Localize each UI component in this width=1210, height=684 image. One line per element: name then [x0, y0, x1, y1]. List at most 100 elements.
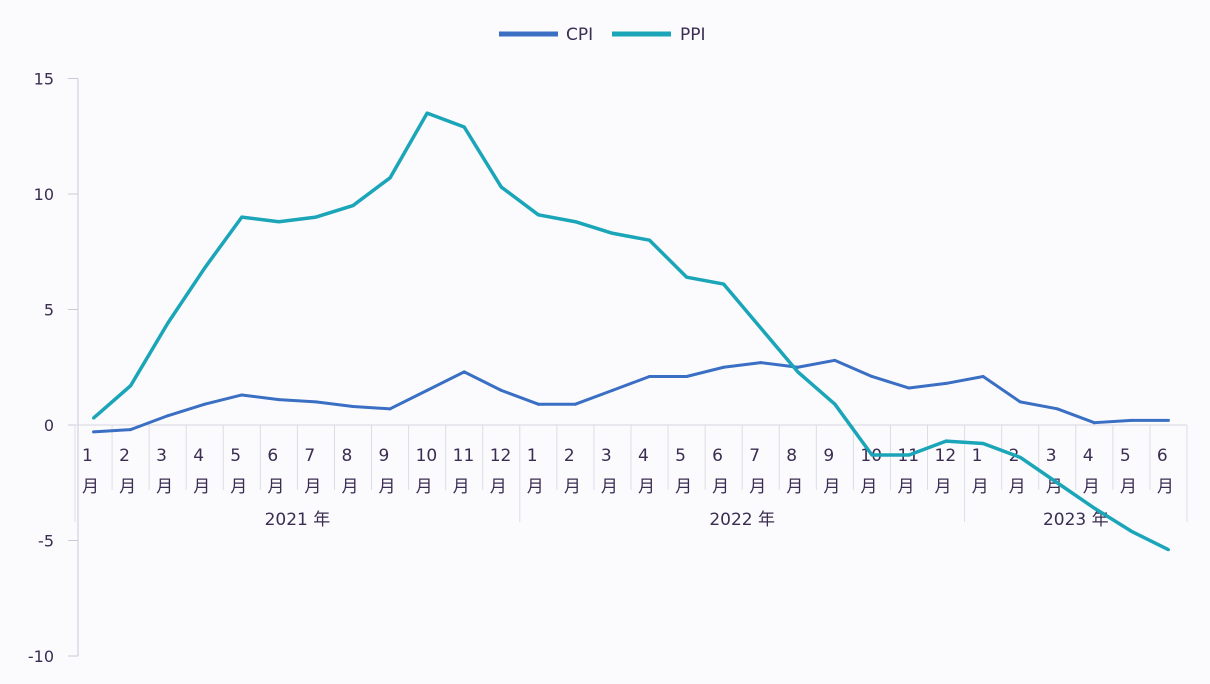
- x-tick-label-suffix: 月: [1120, 477, 1137, 497]
- data-point-ppi: [536, 213, 540, 217]
- data-point-cpi: [1055, 407, 1059, 411]
- x-tick-label-suffix: 月: [712, 477, 729, 497]
- x-tick-label-suffix: 月: [379, 477, 396, 497]
- data-point-cpi: [796, 365, 800, 369]
- y-tick-label: -5: [38, 532, 54, 551]
- series-line-ppi: [92, 111, 1170, 552]
- x-tick-label-month: 6: [1157, 446, 1168, 466]
- x-tick-label-month: 10: [416, 446, 438, 466]
- data-point-ppi: [1129, 529, 1133, 533]
- x-tick-label-month: 11: [453, 446, 475, 466]
- x-tick-label-month: 3: [601, 446, 612, 466]
- y-tick-label: 15: [34, 70, 54, 89]
- x-tick-label-suffix: 月: [490, 477, 507, 497]
- data-point-cpi: [536, 402, 540, 406]
- legend: CPI PPI: [499, 25, 706, 45]
- x-tick-label-month: 4: [1083, 446, 1094, 466]
- data-point-ppi: [1166, 548, 1170, 552]
- x-tick-label-suffix: 月: [823, 477, 840, 497]
- data-point-cpi: [907, 386, 911, 390]
- y-tick-label: 0: [44, 416, 54, 435]
- data-point-cpi: [573, 402, 577, 406]
- series-lines: [92, 111, 1170, 552]
- data-point-cpi: [1166, 418, 1170, 422]
- x-tick-label-month: 12: [935, 446, 957, 466]
- data-point-ppi: [981, 441, 985, 445]
- x-tick-label-suffix: 月: [601, 477, 618, 497]
- data-point-ppi: [129, 384, 133, 388]
- x-tick-label-suffix: 月: [860, 477, 877, 497]
- data-point-cpi: [462, 370, 466, 374]
- x-tick-label-suffix: 月: [638, 477, 655, 497]
- x-year-label: 2021 年: [265, 510, 331, 530]
- data-point-cpi: [1129, 418, 1133, 422]
- data-point-ppi: [1092, 506, 1096, 510]
- data-point-ppi: [944, 439, 948, 443]
- y-tick-label: -10: [28, 647, 54, 666]
- data-point-cpi: [129, 428, 133, 432]
- data-point-ppi: [462, 125, 466, 129]
- x-tick-label-suffix: 月: [749, 477, 766, 497]
- data-point-cpi: [1018, 400, 1022, 404]
- x-tick-label-month: 3: [156, 446, 167, 466]
- x-year-label: 2022 年: [709, 510, 775, 530]
- data-point-ppi: [1018, 455, 1022, 459]
- x-tick-label-month: 8: [341, 446, 352, 466]
- data-point-cpi: [351, 405, 355, 409]
- x-year-label: 2023 年: [1043, 510, 1109, 530]
- data-point-ppi: [722, 282, 726, 286]
- x-tick-label-month: 3: [1046, 446, 1057, 466]
- data-point-ppi: [425, 111, 429, 115]
- x-tick-label-suffix: 月: [193, 477, 210, 497]
- data-point-ppi: [203, 266, 207, 270]
- data-point-cpi: [499, 388, 503, 392]
- x-tick-label-suffix: 月: [119, 477, 136, 497]
- x-tick-label-month: 7: [749, 446, 760, 466]
- x-tick-label-suffix: 月: [304, 477, 321, 497]
- data-point-ppi: [351, 204, 355, 208]
- x-axis: 1月2月3月4月5月6月7月8月9月10月11月12月1月2月3月4月5月6月7…: [74, 424, 1188, 530]
- x-tick-label-month: 7: [304, 446, 315, 466]
- x-tick-label-suffix: 月: [897, 477, 914, 497]
- data-point-cpi: [277, 398, 281, 402]
- data-point-ppi: [907, 453, 911, 457]
- data-point-cpi: [203, 402, 207, 406]
- data-point-cpi: [759, 361, 763, 365]
- y-tick-label: 5: [44, 301, 54, 320]
- data-point-ppi: [648, 238, 652, 242]
- data-point-ppi: [1055, 481, 1059, 485]
- data-point-ppi: [499, 185, 503, 189]
- x-tick-label-month: 12: [490, 446, 512, 466]
- x-tick-label-month: 9: [823, 446, 834, 466]
- data-point-ppi: [277, 220, 281, 224]
- data-point-cpi: [92, 430, 96, 434]
- data-point-cpi: [833, 358, 837, 362]
- x-tick-label-month: 6: [267, 446, 278, 466]
- x-tick-label-suffix: 月: [267, 477, 284, 497]
- x-tick-label-suffix: 月: [230, 477, 247, 497]
- x-tick-label-month: 5: [1120, 446, 1131, 466]
- data-point-ppi: [166, 321, 170, 325]
- data-point-ppi: [870, 453, 874, 457]
- x-tick-label-suffix: 月: [564, 477, 581, 497]
- data-point-cpi: [944, 381, 948, 385]
- data-point-ppi: [92, 416, 96, 420]
- x-tick-label-suffix: 月: [527, 477, 544, 497]
- x-tick-label-suffix: 月: [156, 477, 173, 497]
- data-point-ppi: [685, 275, 689, 279]
- data-point-ppi: [573, 220, 577, 224]
- series-line-cpi: [93, 358, 1169, 434]
- data-point-ppi: [388, 176, 392, 180]
- data-point-cpi: [610, 388, 614, 392]
- x-tick-label-month: 5: [675, 446, 686, 466]
- data-point-ppi: [610, 231, 614, 235]
- x-tick-label-suffix: 月: [82, 477, 99, 497]
- data-point-cpi: [166, 414, 170, 418]
- legend-label-ppi: PPI: [680, 25, 706, 45]
- x-tick-label-month: 5: [230, 446, 241, 466]
- data-point-ppi: [833, 402, 837, 406]
- data-point-ppi: [240, 215, 244, 219]
- data-point-cpi: [425, 388, 429, 392]
- x-tick-label-month: 9: [379, 446, 390, 466]
